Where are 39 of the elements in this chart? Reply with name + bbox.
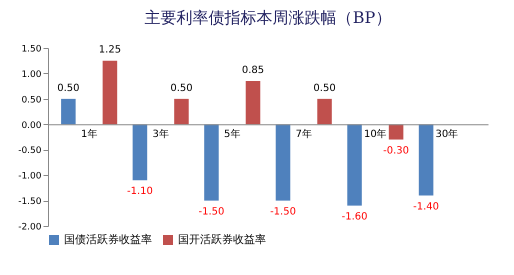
data-label: -1.50 <box>198 206 224 218</box>
x-tick-label: 10年 <box>364 128 387 140</box>
bar <box>388 124 404 140</box>
data-label: -1.50 <box>270 206 296 218</box>
x-tick-label: 5年 <box>224 128 240 140</box>
x-tick-label: 7年 <box>296 128 312 140</box>
data-label: 0.50 <box>170 82 193 94</box>
bar <box>347 124 362 206</box>
data-label: 1.25 <box>98 44 122 56</box>
chart-title: 主要利率债指标本周涨跌幅（BP） <box>144 8 392 27</box>
data-label: 0.50 <box>313 82 336 94</box>
bar <box>418 124 434 196</box>
data-label: 0.50 <box>57 82 80 94</box>
data-label: -1.10 <box>126 186 153 198</box>
x-tick-label: 30年 <box>435 128 458 140</box>
bar <box>204 124 219 201</box>
y-tick-label: -1.00 <box>18 172 42 182</box>
bar <box>246 81 260 124</box>
data-label: -0.30 <box>383 146 410 157</box>
bar <box>61 98 76 124</box>
y-tick-label: 1.00 <box>21 70 42 80</box>
legend-label: 国开活跃券收益率 <box>178 233 266 246</box>
y-tick-label: 0.00 <box>21 120 42 131</box>
data-label: -1.40 <box>413 201 440 212</box>
y-tick-label: 1.50 <box>21 44 42 54</box>
y-tick-label: -1.50 <box>18 197 42 208</box>
y-tick-label: -0.50 <box>18 146 42 156</box>
bar <box>102 60 118 124</box>
x-tick-label: 1年 <box>80 128 98 140</box>
bar <box>317 98 332 124</box>
data-label: 0.85 <box>242 65 264 76</box>
bar <box>132 124 148 180</box>
bar <box>276 124 290 201</box>
data-label: -1.60 <box>342 212 368 223</box>
x-tick-label: 3年 <box>152 128 169 140</box>
bar <box>174 98 189 124</box>
y-tick-label: -2.00 <box>18 222 42 232</box>
legend-label: 国债活跃券收益率 <box>64 233 152 246</box>
y-tick-label: 0.50 <box>21 95 42 106</box>
